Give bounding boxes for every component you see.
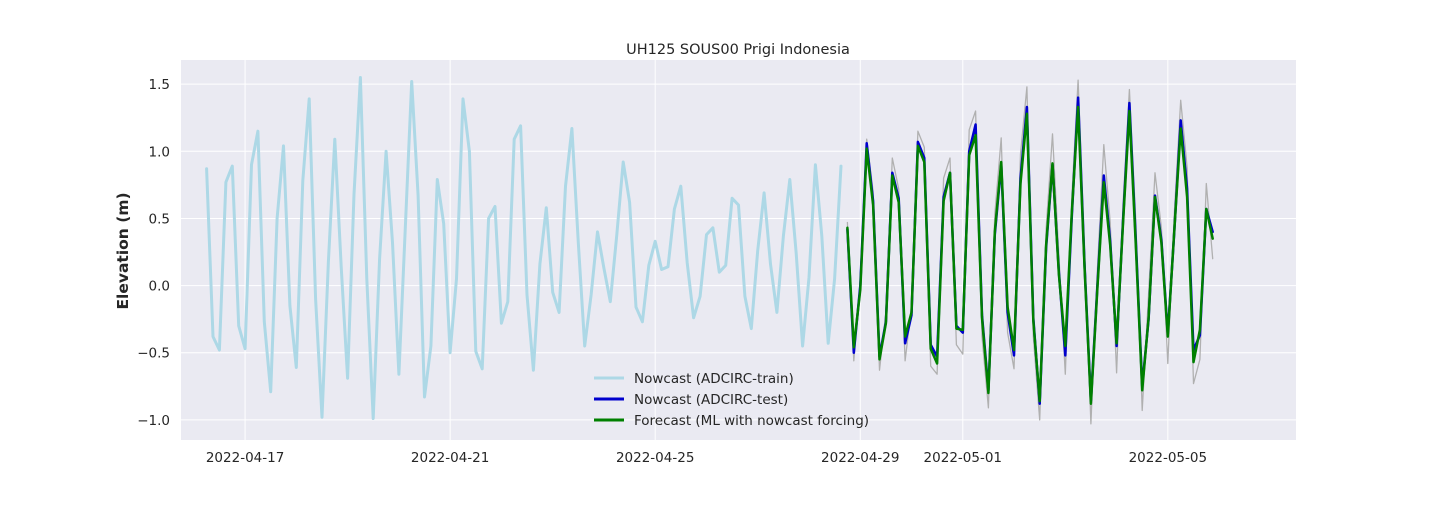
y-tick-label: 0.5 bbox=[149, 211, 170, 227]
series-line-0 bbox=[205, 76, 843, 420]
series-line-2 bbox=[846, 105, 1214, 405]
series-group bbox=[205, 76, 1214, 425]
x-tick-label: 2022-04-21 bbox=[411, 450, 489, 466]
legend-label: Nowcast (ADCIRC-test) bbox=[634, 392, 788, 408]
y-tick-label: −1.0 bbox=[137, 413, 170, 429]
legend: Nowcast (ADCIRC-train) Nowcast (ADCIRC-te… bbox=[594, 371, 869, 429]
y-tick-label: 0.0 bbox=[149, 279, 170, 295]
y-tick-label: 1.0 bbox=[149, 144, 170, 160]
chart-title: UH125 SOUS00 Prigi Indonesia bbox=[626, 42, 850, 58]
tick-labels: 2022-04-17 2022-04-21 2022-04-25 2022-04-29… bbox=[137, 77, 1207, 466]
x-tick-label: 2022-04-17 bbox=[206, 450, 284, 466]
legend-label: Nowcast (ADCIRC-train) bbox=[634, 371, 794, 387]
y-tick-label: 1.5 bbox=[149, 77, 170, 93]
legend-label: Forecast (ML with nowcast forcing) bbox=[634, 413, 869, 429]
y-tick-label: −0.5 bbox=[137, 346, 170, 362]
x-tick-label: 2022-04-25 bbox=[616, 450, 694, 466]
y-axis-label: Elevation (m) bbox=[114, 192, 132, 309]
x-tick-label: 2022-05-05 bbox=[1129, 450, 1207, 466]
x-tick-label: 2022-05-01 bbox=[924, 450, 1002, 466]
x-tick-label: 2022-04-29 bbox=[821, 450, 899, 466]
